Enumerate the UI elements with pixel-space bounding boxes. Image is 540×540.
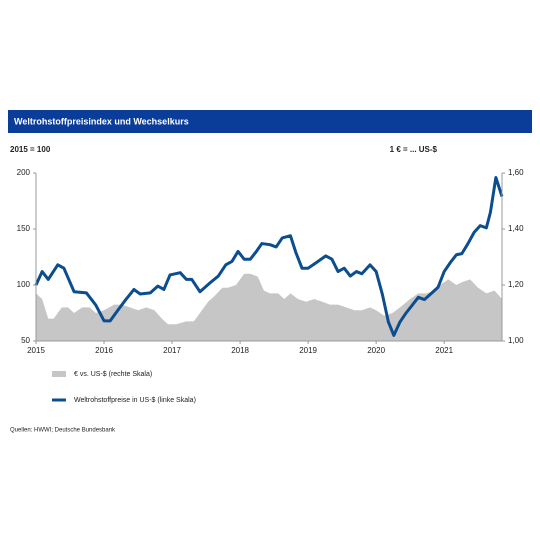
left-axis-label: 2015 = 100 — [10, 145, 51, 154]
y2-tick-label: 1,20 — [508, 280, 524, 289]
right-axis-label: 1 € = ... US-$ — [390, 145, 438, 154]
y2-tick-label: 1,00 — [508, 336, 524, 345]
y-tick-label: 100 — [17, 280, 31, 289]
x-tick-label: 2017 — [163, 346, 181, 355]
chart-title: Weltrohstoffpreisindex und Wechselkurs — [14, 116, 189, 126]
legend-label: Weltrohstoffpreise in US-$ (linke Skala) — [74, 397, 196, 404]
area — [36, 273, 502, 341]
x-tick-label: 2016 — [95, 346, 113, 355]
y2-tick-label: 1,60 — [508, 168, 524, 177]
x-tick-label: 2020 — [367, 346, 385, 355]
x-tick-label: 2015 — [27, 346, 45, 355]
y-tick-label: 50 — [21, 336, 30, 345]
y-tick-label: 150 — [17, 224, 31, 233]
line — [34, 175, 504, 337]
y2-tick-label: 1,40 — [508, 224, 524, 233]
y-tick-label: 200 — [17, 168, 31, 177]
x-tick-label: 2018 — [231, 346, 249, 355]
source: Quellen: HWWI; Deutsche Bundesbank — [10, 428, 116, 434]
x-tick-label: 2019 — [299, 346, 317, 355]
x-tick-label: 2021 — [435, 346, 453, 355]
legend-label: € vs. US-$ (rechte Skala) — [74, 371, 152, 378]
legend-swatch — [52, 371, 66, 377]
title-bar — [8, 110, 532, 133]
